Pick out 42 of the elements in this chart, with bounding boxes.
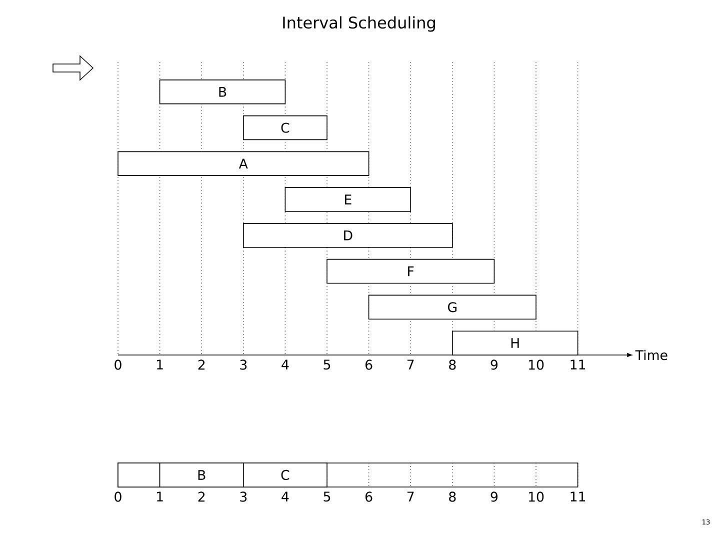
- data-label: F: [408, 266, 414, 276]
- data-label: G: [448, 302, 456, 312]
- data-label: C: [281, 122, 290, 133]
- x-tick-label: 6: [366, 492, 372, 502]
- x-tick-label: 0: [114, 360, 122, 370]
- data-label: B: [219, 87, 226, 97]
- x-tick-label: 1: [157, 492, 163, 502]
- x-tick-label: 2: [198, 492, 205, 502]
- data-label: H: [511, 338, 519, 348]
- data-label: D: [344, 230, 352, 240]
- x-tick-label: 2: [198, 360, 205, 370]
- bar: [368, 294, 536, 320]
- x-tick-label: 5: [324, 360, 330, 370]
- x-tick-label: 4: [282, 360, 289, 370]
- x-tick-label: 11: [570, 360, 586, 370]
- x-tick-label: 7: [407, 492, 414, 502]
- data-label: C: [281, 470, 290, 480]
- bar: [284, 187, 412, 212]
- bar: [326, 258, 495, 284]
- x-tick-label: 8: [449, 492, 456, 502]
- x-tick-label: 0: [114, 492, 122, 502]
- x-tick-label: 10: [528, 360, 544, 370]
- chart-title: Interval Scheduling: [283, 16, 435, 32]
- data-label: E: [345, 194, 352, 204]
- x-tick-label: 3: [240, 492, 247, 502]
- x-tick-label: 3: [240, 360, 247, 370]
- bar: [243, 223, 453, 248]
- x-tick-label: 10: [528, 492, 544, 502]
- x-tick-label: 5: [324, 492, 330, 502]
- x-tick-label: 9: [490, 492, 498, 502]
- data-label: B: [198, 470, 206, 480]
- bar: [243, 115, 328, 140]
- x-tick-label: 6: [366, 360, 372, 370]
- bar: [159, 80, 286, 104]
- x-tick-label: 9: [490, 360, 498, 370]
- x-tick-label: 4: [282, 492, 289, 502]
- x-tick-label: 8: [449, 360, 456, 370]
- x-tick-label: 11: [570, 492, 586, 502]
- x-tick-label: 7: [407, 360, 414, 370]
- x-axis-title: Time: [635, 350, 668, 360]
- data-label: A: [238, 158, 248, 168]
- x-tick-label: 1: [157, 360, 163, 370]
